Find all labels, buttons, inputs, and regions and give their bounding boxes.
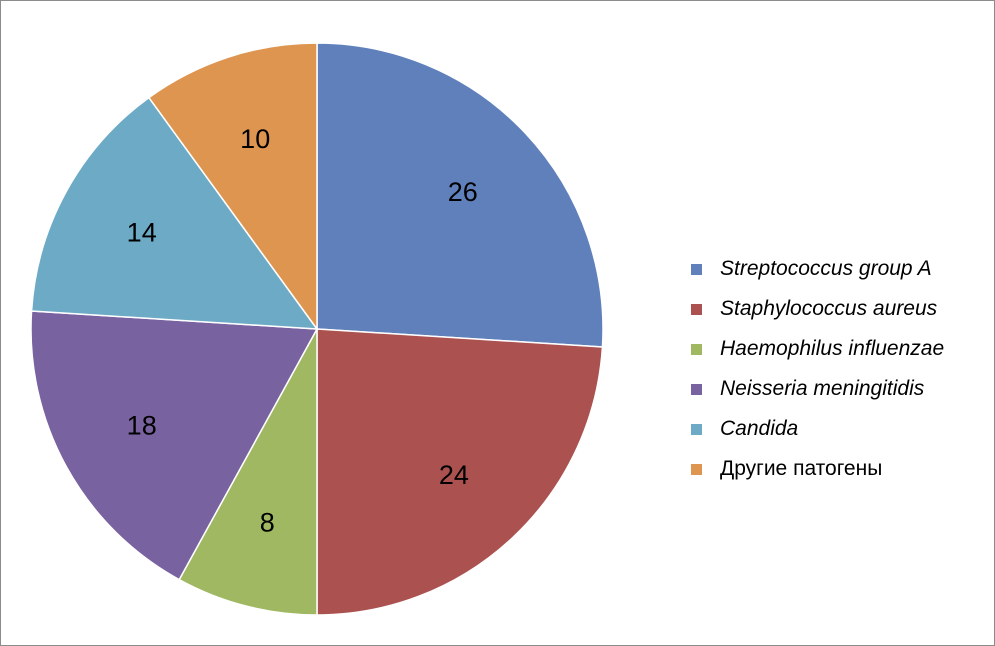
legend-label-3: Neisseria meningitidis xyxy=(720,377,925,400)
legend-item-0: Streptococcus group A xyxy=(691,249,991,289)
pie-slice-3 xyxy=(30,310,319,581)
pie-slice-0 xyxy=(316,42,604,348)
pie-slice-label-0: 26 xyxy=(448,177,478,207)
legend-swatch-5 xyxy=(691,463,702,475)
legend-label-5: Другие патогены xyxy=(720,457,883,480)
chart-legend: Streptococcus group A Staphylococcus aure… xyxy=(691,249,991,489)
pie-slice-2 xyxy=(178,328,318,616)
legend-swatch-3 xyxy=(691,383,702,395)
pie-slice-4 xyxy=(30,96,319,330)
legend-label-1: Staphylococcus aureus xyxy=(720,297,938,320)
pie-slice-label-3: 18 xyxy=(127,410,157,440)
legend-swatch-1 xyxy=(691,303,702,315)
legend-label-0: Streptococcus group A xyxy=(720,257,932,280)
legend-swatch-4 xyxy=(691,423,702,435)
legend-swatch-2 xyxy=(691,343,702,355)
pie-slice-5 xyxy=(147,42,318,332)
legend-swatch-0 xyxy=(691,263,702,275)
pie-slice-label-2: 8 xyxy=(260,508,275,538)
legend-item-5: Другие патогены xyxy=(691,449,991,489)
legend-item-2: Haemophilus influenzae xyxy=(691,329,991,369)
pie-slice-label-4: 14 xyxy=(127,218,157,248)
legend-item-4: Candida xyxy=(691,409,991,449)
legend-label-4: Candida xyxy=(720,417,799,440)
pie-slice-label-5: 10 xyxy=(240,124,270,154)
pie-slice-1 xyxy=(316,328,604,616)
legend-item-3: Neisseria meningitidis xyxy=(691,369,991,409)
legend-label-2: Haemophilus influenzae xyxy=(720,337,945,360)
pie-slice-label-1: 24 xyxy=(439,460,469,490)
legend-item-1: Staphylococcus aureus xyxy=(691,289,991,329)
